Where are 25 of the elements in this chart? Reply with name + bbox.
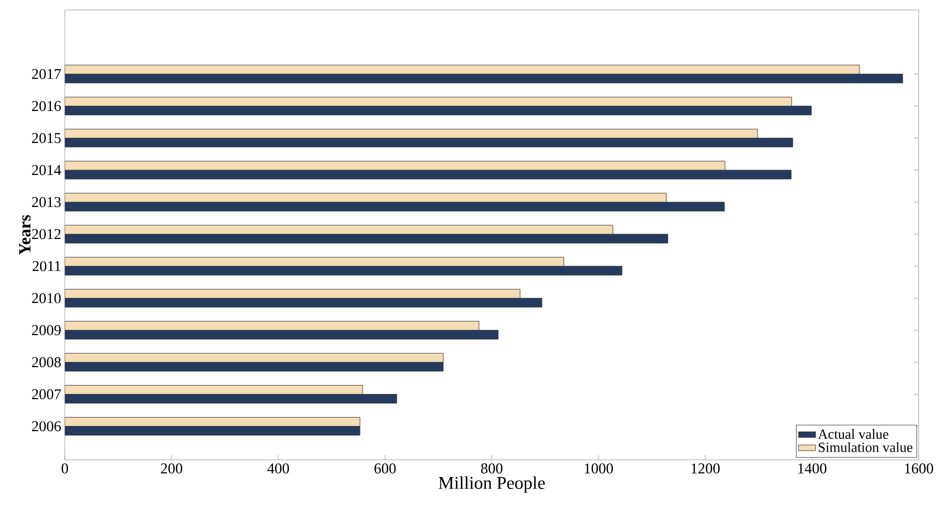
x-tick-label: 1200 xyxy=(692,464,720,474)
y-tick-label: 2009 xyxy=(32,325,61,336)
y-tick-label: 2008 xyxy=(32,357,61,368)
y-tick-label: 2011 xyxy=(32,261,60,272)
y-tick-label: 2012 xyxy=(32,229,60,240)
x-tick-label: 600 xyxy=(374,464,396,474)
x-axis-title: Million People xyxy=(438,476,545,493)
x-tick-label: 400 xyxy=(267,464,289,474)
x-tick-label: 1600 xyxy=(905,464,934,474)
y-tick-label: 2013 xyxy=(32,197,61,208)
y-tick-label: 2016 xyxy=(32,101,61,112)
legend-label: Actual value xyxy=(818,429,888,440)
y-tick-label: 2007 xyxy=(32,389,61,400)
y-axis-title: Years xyxy=(19,215,31,256)
x-tick-label: 1000 xyxy=(584,464,613,474)
x-tick-label: 800 xyxy=(481,464,502,474)
x-tick-label: 1400 xyxy=(798,464,826,474)
y-tick-label: 2014 xyxy=(32,165,62,176)
y-tick-label: 2010 xyxy=(32,293,61,304)
legend-label: Simulation value xyxy=(818,442,912,452)
y-tick-label: 2017 xyxy=(32,69,61,80)
y-tick-label: 2015 xyxy=(32,133,61,144)
x-tick-label: 200 xyxy=(161,464,182,474)
x-tick-label: 0 xyxy=(62,464,68,474)
y-tick-label: 2006 xyxy=(32,421,61,432)
